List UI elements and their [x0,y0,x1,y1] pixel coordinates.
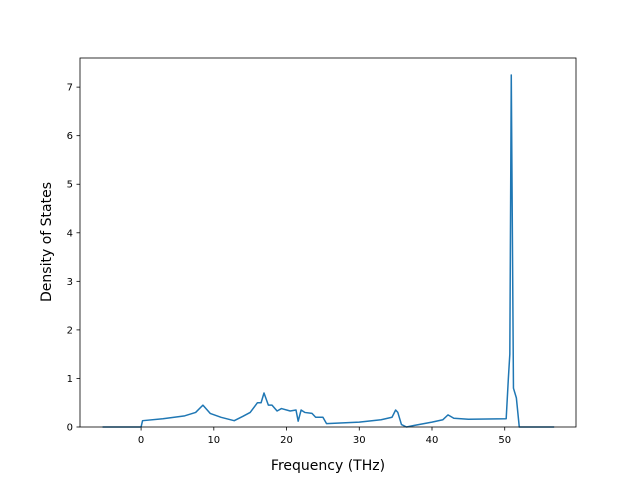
line-series [102,74,555,428]
x-tick-label: 0 [138,435,144,446]
x-axis-label: Frequency (THz) [271,458,385,474]
x-tick-label: 30 [353,435,366,446]
y-axis-label: Density of States [39,182,55,302]
x-tick-label: 40 [426,435,439,446]
y-tick-label: 3 [67,277,73,288]
y-tick-label: 5 [67,180,73,191]
y-tick-label: 6 [67,131,73,142]
x-tick-label: 50 [498,435,511,446]
x-tick-label: 10 [207,435,220,446]
x-tick-label: 20 [280,435,293,446]
y-tick-label: 0 [67,423,73,434]
y-tick-label: 1 [67,374,73,385]
y-tick-label: 2 [67,325,73,336]
y-tick-label: 7 [67,83,73,94]
y-tick-label: 4 [67,228,73,239]
plot-frame [79,57,577,428]
